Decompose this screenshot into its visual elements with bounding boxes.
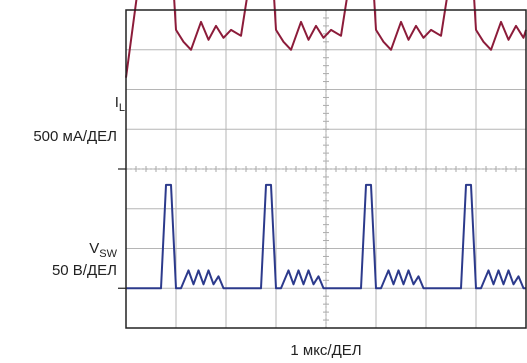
grid: [126, 10, 526, 328]
channel-1-scale: 500 мА/ДЕЛ: [33, 128, 117, 145]
x-axis-label: 1 мкс/ДЕЛ: [290, 342, 362, 359]
channel-1-trace: [125, 0, 527, 78]
chart-frame: [125, 9, 527, 329]
channel-1-name: IL: [114, 94, 125, 114]
traces: [118, 0, 527, 290]
channel-2-name: VSW: [89, 240, 117, 260]
channel-2-scale: 50 В/ДЕЛ: [51, 262, 117, 279]
channel-2-trace: [126, 183, 526, 290]
